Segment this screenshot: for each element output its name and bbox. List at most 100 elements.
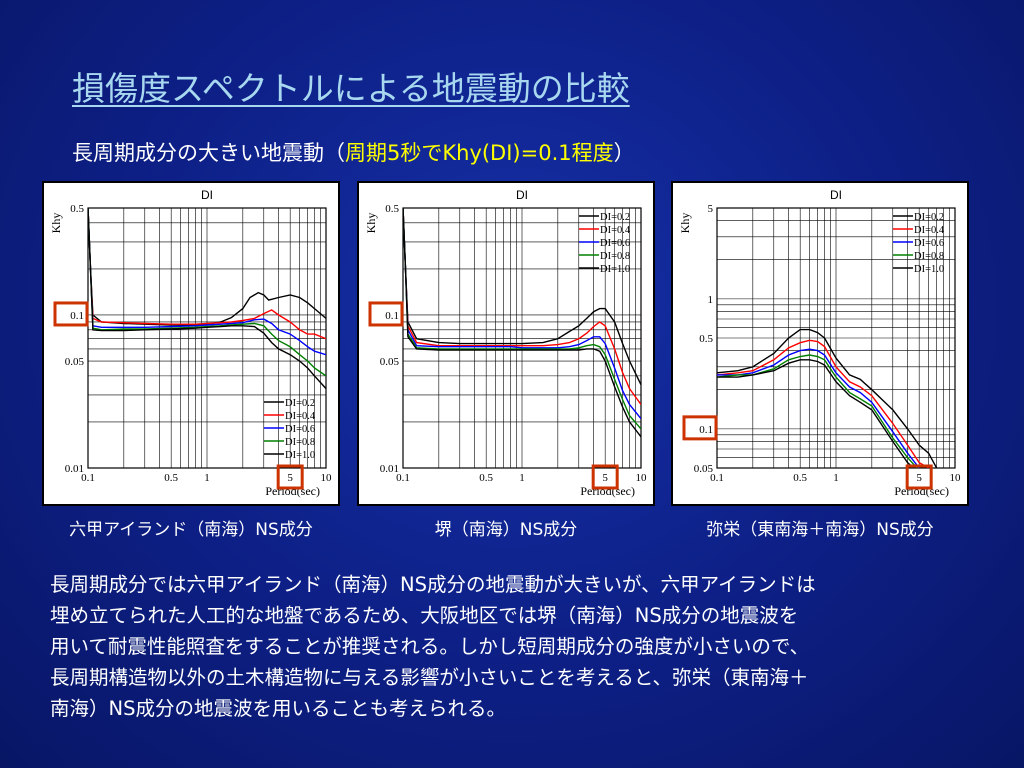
series-line	[717, 328, 938, 468]
x-tick-label: 1	[519, 472, 525, 484]
y-tick-label: 5	[708, 203, 714, 215]
caption-yasaka: 弥栄（東南海＋南海）NS成分	[706, 520, 934, 540]
x-tick-label: 5	[287, 472, 293, 484]
series-line	[88, 208, 326, 377]
y-tick-label: 0.5	[70, 203, 84, 215]
legend-label: DI=1.0	[914, 264, 944, 275]
legend-label: DI=0.4	[600, 225, 631, 236]
x-tick-label: 10	[321, 472, 333, 484]
legend-label: DI=0.8	[914, 251, 944, 262]
chart-title: DI	[830, 188, 842, 202]
grid	[87, 207, 326, 469]
x-tick-label: 0.1	[710, 472, 724, 484]
legend-label: DI=0.2	[600, 212, 630, 223]
legend-label: DI=0.2	[285, 398, 315, 409]
chart-sakai: DI Khy Period(sec) 0.1 0.5 1 5 10 0.01 0.05 0.1 0.5…	[364, 188, 648, 498]
body-line: 南海）NS成分の地震波を用いることも考えられる。	[50, 697, 506, 720]
x-tick-label: 5	[602, 472, 608, 484]
y-tick-label: 0.05	[65, 356, 85, 368]
x-tick-label: 1	[204, 472, 210, 484]
y-axis-label: Khy	[364, 213, 378, 234]
slide-title: 損傷度スペクトルによる地震動の比較	[72, 69, 630, 108]
y-axis-label: Khy	[678, 213, 692, 234]
series-line	[717, 354, 918, 468]
series-line	[403, 208, 641, 438]
series-group	[717, 328, 938, 468]
series-line	[88, 208, 326, 356]
body-line: 長周期成分では六甲アイランド（南海）NS成分の地震動が大きいが、六甲アイランドは	[50, 573, 816, 596]
slide-subtitle: 長周期成分の大きい地震動（周期5秒でKhy(DI)=0.1程度）	[72, 137, 635, 167]
body-line: 用いて耐震性能照査をすることが推奨される。しかし短周期成分の強度が小さいので、	[50, 635, 810, 658]
y-tick-label: 0.01	[380, 463, 399, 475]
series-line	[88, 208, 326, 340]
y-tick-label: 0.1	[70, 310, 84, 322]
legend-label: DI=0.4	[285, 411, 316, 422]
legend-label: DI=0.8	[285, 437, 315, 448]
y-tick-label: 0.1	[385, 310, 399, 322]
y-axis-label: Khy	[49, 213, 63, 234]
caption-sakai: 堺（南海）NS成分	[434, 520, 578, 540]
legend-label: DI=0.6	[914, 238, 944, 249]
chart-panel-rokko: DI Khy Period(sec) 0.1 0.5 1 5 10 0.01 0.05 0.1 0.5…	[42, 181, 340, 506]
series-group	[403, 208, 641, 438]
series-line	[403, 208, 641, 420]
legend-label: DI=1.0	[285, 450, 315, 461]
x-tick-label: 0.5	[479, 472, 493, 484]
subtitle-highlight: 周期5秒でKhy(DI)=0.1程度	[345, 141, 614, 165]
legend-label: DI=0.8	[600, 251, 630, 262]
legend-label: DI=1.0	[600, 264, 630, 275]
series-line	[403, 208, 641, 386]
y-tick-label: 1	[708, 294, 714, 306]
x-tick-label: 0.1	[81, 472, 95, 484]
x-tick-label: 5	[916, 472, 922, 484]
series-line	[717, 359, 915, 468]
legend-label: DI=0.6	[600, 238, 630, 249]
highlight-box-x	[905, 464, 933, 490]
subtitle-main: 長周期成分の大きい地震動（	[72, 141, 345, 165]
legend: DI=0.2 DI=0.4 DI=0.6 DI=0.8 DI=1.0	[579, 212, 631, 275]
body-line: 長周期構造物以外の土木構造物に与える影響が小さいことを考えると、弥栄（東南海＋	[50, 666, 809, 689]
series-line	[88, 208, 326, 390]
plot-frame	[402, 207, 642, 469]
series-group	[88, 208, 326, 390]
series-line	[403, 208, 641, 430]
y-tick-label: 0.05	[380, 356, 400, 368]
legend-label: DI=0.6	[285, 424, 315, 435]
plot-frame	[716, 207, 956, 469]
legend-label: DI=0.2	[914, 212, 944, 223]
y-tick-label: 0.01	[65, 463, 84, 475]
body-line: 埋め立てられた人工的な地盤であるため、大阪地区では堺（南海）NS成分の地震波を	[50, 604, 799, 627]
body-paragraph: 長周期成分では六甲アイランド（南海）NS成分の地震動が大きいが、六甲アイランドは…	[50, 569, 990, 724]
highlight-box-y	[368, 301, 404, 327]
x-tick-label: 1	[833, 472, 839, 484]
y-tick-label: 0.5	[699, 333, 713, 345]
x-axis-label: Period(sec)	[580, 484, 635, 498]
series-line	[403, 208, 641, 405]
highlight-box-x	[591, 464, 619, 490]
legend-label: DI=0.4	[914, 225, 945, 236]
highlight-box-x	[276, 464, 304, 490]
chart-title: DI	[516, 188, 528, 202]
x-axis-label: Period(sec)	[894, 484, 949, 498]
y-tick-label: 0.05	[694, 463, 714, 475]
series-line	[717, 339, 929, 468]
legend: DI=0.2 DI=0.4 DI=0.6 DI=0.8 DI=1.0	[893, 212, 945, 275]
chart-panel-yasaka: DI Khy Period(sec) 0.1 0.5 1 5 10 0.05 0.1 0.5 1 5 DI…	[671, 181, 969, 506]
x-tick-label: 0.5	[164, 472, 178, 484]
y-tick-label: 0.5	[385, 203, 399, 215]
x-tick-label: 10	[636, 472, 648, 484]
legend: DI=0.2 DI=0.4 DI=0.6 DI=0.8 DI=1.0	[264, 398, 316, 461]
x-tick-label: 0.5	[793, 472, 807, 484]
x-tick-label: 0.1	[396, 472, 410, 484]
subtitle-end: ）	[613, 141, 635, 165]
x-tick-label: 10	[950, 472, 962, 484]
highlight-box-y	[53, 301, 89, 327]
chart-panel-sakai: DI Khy Period(sec) 0.1 0.5 1 5 10 0.01 0.05 0.1 0.5…	[357, 181, 655, 506]
y-tick-label: 0.1	[699, 424, 713, 436]
chart-rokko: DI Khy Period(sec) 0.1 0.5 1 5 10 0.01 0.05 0.1 0.5…	[49, 188, 333, 498]
x-axis-label: Period(sec)	[265, 484, 320, 498]
highlight-box-y	[682, 415, 718, 441]
chart-title: DI	[201, 188, 213, 202]
caption-rokko: 六甲アイランド（南海）NS成分	[69, 520, 313, 540]
